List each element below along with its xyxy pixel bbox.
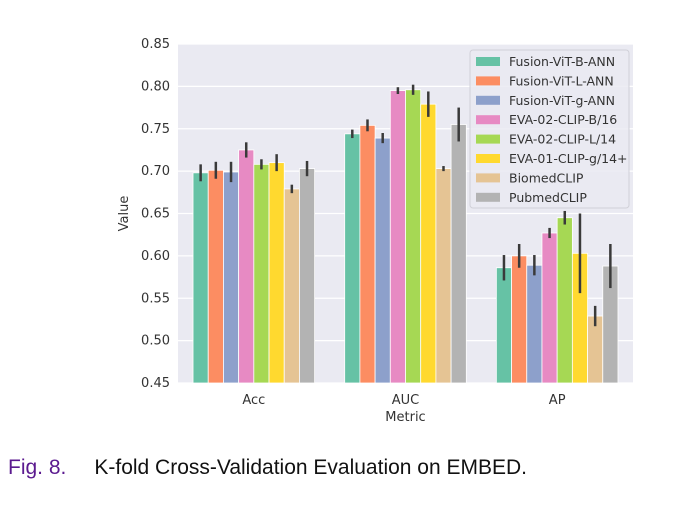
legend-swatch <box>476 173 500 183</box>
caption-text: K-fold Cross-Validation Evaluation on EM… <box>94 456 528 479</box>
y-tick-label: 0.85 <box>141 37 170 52</box>
bar <box>253 163 270 384</box>
bar <box>192 172 209 384</box>
legend-swatch <box>476 76 500 86</box>
x-axis-label: Metric <box>385 410 425 425</box>
y-tick-label: 0.55 <box>141 291 170 306</box>
legend-swatch <box>476 134 500 144</box>
bar <box>374 137 391 384</box>
y-tick-label: 0.80 <box>141 79 170 94</box>
x-tick-label: AUC <box>392 393 420 408</box>
legend-label: PubmedCLIP <box>509 190 587 205</box>
bar <box>223 171 240 384</box>
y-tick-label: 0.75 <box>141 122 170 137</box>
legend-label: BiomedCLIP <box>509 170 584 185</box>
bar <box>435 168 452 384</box>
bar <box>344 133 361 384</box>
bar <box>389 90 406 384</box>
y-tick-label: 0.45 <box>141 376 170 391</box>
bar <box>405 89 422 384</box>
legend-label: Fusion-ViT-g-ANN <box>509 93 615 108</box>
legend-label: Fusion-ViT-B-ANN <box>509 54 615 69</box>
legend-swatch <box>476 57 500 66</box>
legend <box>469 49 630 209</box>
bar <box>359 124 376 384</box>
figure-caption: Fig. 8. K-fold Cross-Validation Evaluatio… <box>8 456 527 480</box>
legend-swatch <box>476 115 500 125</box>
bar <box>283 188 300 384</box>
y-tick-label: 0.60 <box>141 249 170 264</box>
legend-swatch <box>476 154 500 163</box>
legend-label: EVA-01-CLIP-g/14+ <box>509 151 628 166</box>
bar <box>526 264 543 384</box>
legend-label: Fusion-ViT-L-ANN <box>509 73 614 88</box>
legend-swatch <box>476 192 500 202</box>
x-tick-label: AP <box>549 393 566 408</box>
y-tick-label: 0.50 <box>141 334 170 349</box>
bar <box>450 124 467 384</box>
bar <box>541 232 558 384</box>
y-tick-label: 0.65 <box>141 207 170 222</box>
bar <box>238 149 255 384</box>
bar <box>268 162 285 384</box>
y-tick-label: 0.70 <box>141 164 170 179</box>
x-tick-label: Acc <box>242 393 265 408</box>
bar <box>420 103 437 384</box>
bar <box>511 255 528 384</box>
legend-label: EVA-02-CLIP-L/14 <box>509 132 616 147</box>
bar-chart: 0.45 0.50 0.55 0.60 0.65 0.70 0.75 0.80 0.85 Acc A… <box>117 37 633 425</box>
bar <box>495 267 512 384</box>
bar <box>556 217 573 384</box>
legend-swatch <box>476 95 500 105</box>
legend-label: EVA-02-CLIP-B/16 <box>509 112 617 127</box>
bar <box>207 169 224 384</box>
y-axis-label: Value <box>117 196 132 232</box>
bar <box>299 168 316 384</box>
caption-label: Fig. 8. <box>8 456 67 479</box>
